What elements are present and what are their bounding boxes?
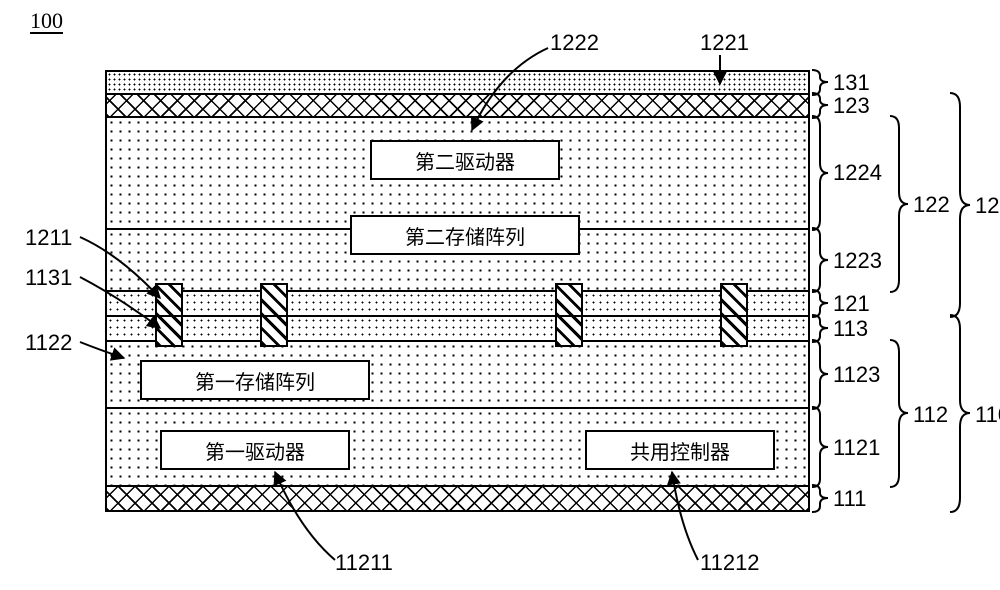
arrow-11212 xyxy=(0,0,1000,590)
diagram-canvas: 100 第二驱动器 第二存储阵列 第一存储阵列 第一驱动器 xyxy=(0,0,1000,590)
